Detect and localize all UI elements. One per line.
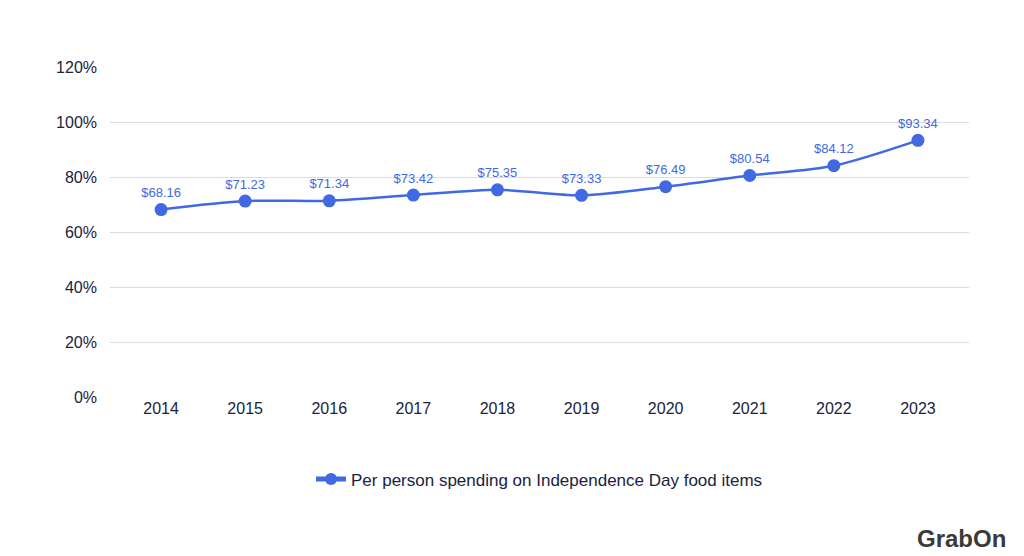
svg-text:$84.12: $84.12 <box>814 141 854 156</box>
svg-text:$76.49: $76.49 <box>646 162 686 177</box>
svg-text:$93.34: $93.34 <box>898 116 938 131</box>
svg-text:2022: 2022 <box>816 400 852 417</box>
svg-text:2014: 2014 <box>143 400 179 417</box>
svg-text:$75.35: $75.35 <box>478 165 518 180</box>
svg-text:$71.34: $71.34 <box>309 176 349 191</box>
svg-text:60%: 60% <box>65 224 97 241</box>
svg-text:2021: 2021 <box>732 400 768 417</box>
svg-text:$80.54: $80.54 <box>730 151 770 166</box>
svg-text:80%: 80% <box>65 169 97 186</box>
svg-text:2023: 2023 <box>900 400 936 417</box>
svg-text:120%: 120% <box>56 59 97 76</box>
svg-text:2020: 2020 <box>648 400 684 417</box>
svg-text:$73.33: $73.33 <box>562 171 602 186</box>
svg-text:2017: 2017 <box>396 400 432 417</box>
svg-text:Per person spending on Indepen: Per person spending on Independence Day … <box>351 471 762 490</box>
svg-text:$71.23: $71.23 <box>225 177 265 192</box>
svg-text:GrabOn: GrabOn <box>917 525 1006 552</box>
svg-text:0%: 0% <box>74 389 97 406</box>
svg-text:2016: 2016 <box>311 400 347 417</box>
svg-text:20%: 20% <box>65 334 97 351</box>
svg-text:2015: 2015 <box>227 400 263 417</box>
svg-text:100%: 100% <box>56 114 97 131</box>
svg-text:2019: 2019 <box>564 400 600 417</box>
svg-text:40%: 40% <box>65 279 97 296</box>
svg-text:$73.42: $73.42 <box>393 171 433 186</box>
svg-text:2018: 2018 <box>480 400 516 417</box>
svg-text:$68.16: $68.16 <box>141 185 181 200</box>
